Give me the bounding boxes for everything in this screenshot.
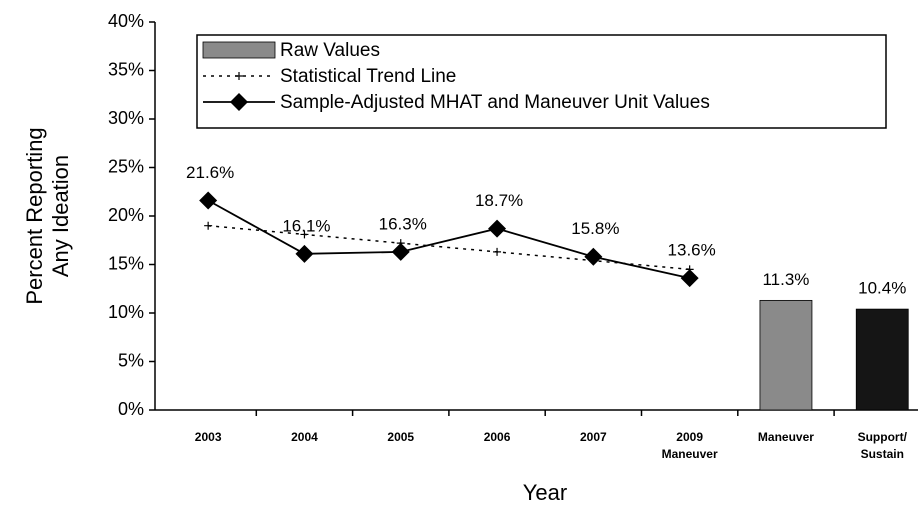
- y-tick-label: 25%: [108, 156, 144, 176]
- bar: [855, 308, 909, 411]
- diamond-marker: [295, 244, 314, 263]
- data-label: 21.6%: [186, 163, 234, 182]
- x-axis-label: Year: [523, 480, 567, 505]
- y-tick-label: 15%: [108, 253, 144, 273]
- y-axis-label: Percent ReportingAny Ideation: [22, 127, 73, 304]
- legend-label: Sample-Adjusted MHAT and Maneuver Unit V…: [280, 92, 710, 113]
- y-tick-label: 5%: [118, 350, 144, 370]
- legend-box: [196, 34, 887, 129]
- trend-marker: [204, 221, 213, 230]
- diamond-marker: [391, 242, 410, 261]
- trend-marker: [493, 247, 502, 256]
- x-tick-label: 2005: [387, 430, 414, 444]
- y-tick-label: 0%: [118, 399, 144, 419]
- x-tick-label: 2006: [484, 430, 511, 444]
- y-tick-label: 40%: [108, 11, 144, 31]
- x-tick-label: 2004: [291, 430, 318, 444]
- legend-swatch-marker: [235, 72, 243, 80]
- x-tick-label: 2009 Maneuver: [662, 430, 718, 461]
- x-tick-label: 2003: [195, 430, 222, 444]
- data-label: 16.1%: [282, 216, 330, 235]
- diamond-marker: [584, 247, 603, 266]
- data-line: [207, 199, 690, 279]
- diamond-marker: [199, 191, 218, 210]
- legend-label: Raw Values: [280, 40, 380, 61]
- diamond-marker: [680, 269, 699, 288]
- trend-line: [208, 224, 690, 271]
- data-label: 13.6%: [668, 241, 716, 260]
- bar: [759, 299, 813, 411]
- diamond-marker: [488, 219, 507, 238]
- legend-label: Statistical Trend Line: [280, 66, 456, 87]
- x-tick-label: Maneuver: [758, 430, 814, 444]
- y-tick-label: 10%: [108, 302, 144, 322]
- data-label: 16.3%: [379, 214, 427, 233]
- data-label: 10.4%: [858, 279, 906, 298]
- legend-swatch-marker: [230, 93, 248, 111]
- y-tick-label: 20%: [108, 205, 144, 225]
- trend-marker: [300, 230, 309, 239]
- x-tick-label: 2007: [580, 430, 607, 444]
- x-tick-label: Support/Sustain: [858, 430, 908, 461]
- data-label: 18.7%: [475, 191, 523, 210]
- data-label: 15.8%: [571, 219, 619, 238]
- y-tick-label: 30%: [108, 108, 144, 128]
- legend-swatch: [202, 41, 276, 59]
- y-tick-label: 35%: [108, 59, 144, 79]
- data-label: 11.3%: [762, 270, 809, 289]
